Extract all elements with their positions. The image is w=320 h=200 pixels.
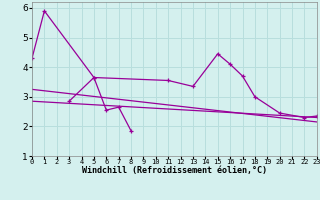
X-axis label: Windchill (Refroidissement éolien,°C): Windchill (Refroidissement éolien,°C) — [82, 166, 267, 175]
